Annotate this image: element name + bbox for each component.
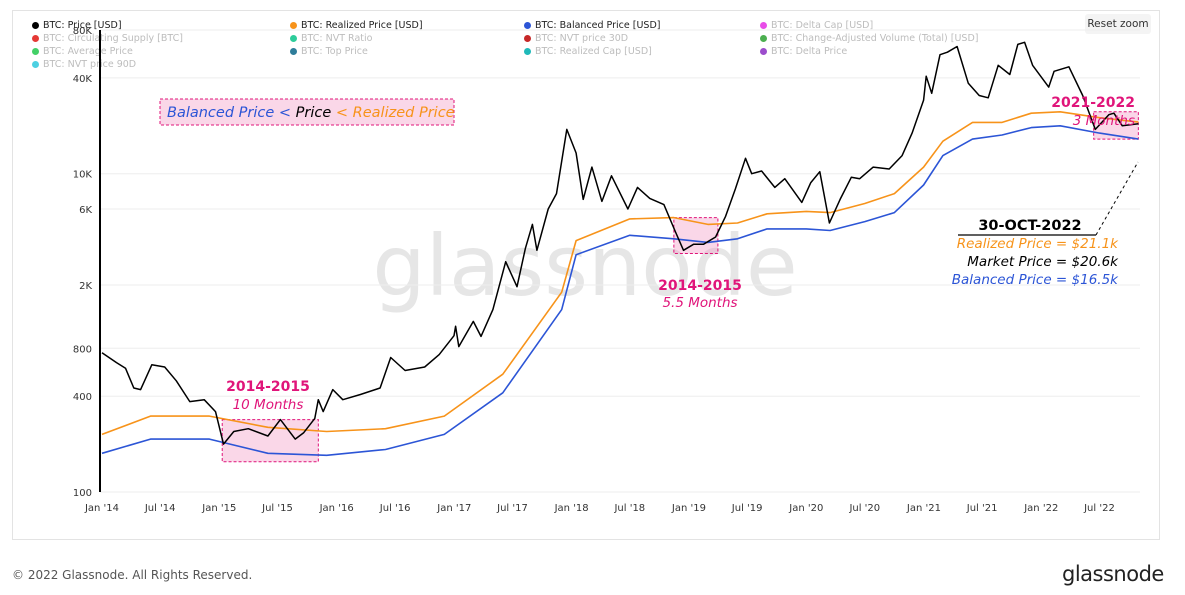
- highlight-box: [221, 419, 319, 463]
- legend-label: BTC: NVT Ratio: [301, 33, 373, 44]
- annotation-line: Balanced Price = $16.5k: [952, 272, 1119, 288]
- x-tick-label: Jul '19: [731, 503, 763, 514]
- x-tick-label: Jan '21: [906, 503, 941, 514]
- legend-item[interactable]: BTC: Realized Cap [USD]: [524, 46, 652, 57]
- x-tick-label: Jul '21: [966, 503, 998, 514]
- x-tick-label: Jul '22: [1083, 503, 1115, 514]
- y-tick-label: 2K: [79, 281, 92, 292]
- watermark: glassnode: [372, 217, 797, 315]
- legend-swatch: [32, 48, 39, 55]
- legend-label: BTC: NVT price 90D: [43, 59, 137, 70]
- legend-swatch: [32, 61, 39, 68]
- x-tick-label: Jul '16: [379, 503, 411, 514]
- x-tick-label: Jan '14: [84, 503, 119, 514]
- legend-label: BTC: NVT price 30D: [535, 33, 629, 44]
- y-tick-label: 800: [73, 344, 92, 355]
- box-caption: 10 Months: [233, 397, 304, 413]
- legend-item[interactable]: BTC: Average Price: [32, 46, 133, 57]
- legend-label: BTC: Realized Price [USD]: [301, 20, 423, 31]
- legend-label: BTC: Realized Cap [USD]: [535, 46, 652, 57]
- x-tick-label: Jan '19: [671, 503, 706, 514]
- legend-label: BTC: Price [USD]: [43, 20, 122, 31]
- series-line: [101, 41, 1139, 445]
- range-title-part: <: [331, 105, 352, 121]
- y-tick-label: 6K: [79, 205, 92, 216]
- legend-label: BTC: Circulating Supply [BTC]: [43, 33, 183, 44]
- legend-item[interactable]: BTC: Top Price: [290, 46, 368, 57]
- reset-zoom-button[interactable]: Reset zoom: [1085, 14, 1151, 34]
- x-tick-label: Jul '20: [848, 503, 880, 514]
- legend-label: BTC: Delta Price: [771, 46, 848, 57]
- legend-item[interactable]: BTC: NVT price 90D: [32, 59, 136, 70]
- annotation-line: Market Price = $20.6k: [967, 254, 1119, 270]
- range-title-part: Balanced Price: [167, 105, 274, 121]
- range-title-part: <: [274, 105, 295, 121]
- legend-swatch: [524, 48, 531, 55]
- x-tick-label: Jan '15: [201, 503, 236, 514]
- legend-item[interactable]: BTC: Balanced Price [USD]: [524, 20, 660, 31]
- y-tick-label: 400: [73, 392, 92, 403]
- annotation-line: Realized Price = $21.1k: [957, 236, 1119, 252]
- legend-swatch: [760, 48, 767, 55]
- leader-line: [1095, 161, 1139, 236]
- box-title: 2021-2022: [1051, 95, 1135, 111]
- footer-brand-logo[interactable]: glassnode: [1062, 562, 1164, 586]
- date-title: 30-OCT-2022: [978, 218, 1081, 234]
- highlight-box: [673, 217, 719, 255]
- legend-item[interactable]: BTC: Circulating Supply [BTC]: [32, 33, 183, 44]
- legend-item[interactable]: BTC: Delta Cap [USD]: [760, 20, 873, 31]
- legend-swatch: [524, 35, 531, 42]
- footer-copyright: © 2022 Glassnode. All Rights Reserved.: [12, 568, 253, 582]
- x-tick-label: Jan '22: [1023, 503, 1058, 514]
- box-caption: 3 Months: [1073, 113, 1135, 129]
- legend-item[interactable]: BTC: NVT price 30D: [524, 33, 628, 44]
- legend-label: BTC: Delta Cap [USD]: [771, 20, 874, 31]
- x-tick-label: Jul '15: [261, 503, 293, 514]
- x-tick-label: Jan '16: [319, 503, 354, 514]
- y-tick-label: 100: [73, 488, 92, 499]
- series-lines: [101, 41, 1139, 457]
- x-tick-label: Jul '14: [144, 503, 176, 514]
- legend-label: BTC: Change-Adjusted Volume (Total) [USD…: [771, 33, 979, 44]
- legend-item[interactable]: BTC: NVT Ratio: [290, 33, 372, 44]
- range-title-part: Price: [296, 105, 332, 121]
- legend-swatch: [524, 22, 531, 29]
- legend-label: BTC: Top Price: [301, 46, 368, 57]
- legend-swatch: [290, 35, 297, 42]
- y-axis-labels: 100 400 800 2K 6K 10K 40K 80K: [73, 26, 93, 499]
- legend-swatch: [32, 22, 39, 29]
- legend-swatch: [290, 48, 297, 55]
- x-tick-label: Jul '18: [613, 503, 645, 514]
- range-title-part: Realized Price: [353, 105, 455, 121]
- x-tick-label: Jul '17: [496, 503, 528, 514]
- range-title: Balanced Price < Price < Realized Price: [167, 105, 455, 121]
- range-box: [159, 98, 455, 126]
- legend-item[interactable]: BTC: Realized Price [USD]: [290, 20, 423, 31]
- legend-item[interactable]: BTC: Change-Adjusted Volume (Total) [USD…: [760, 33, 978, 44]
- box-title: 2014-2015: [226, 379, 310, 395]
- legend-label: BTC: Balanced Price [USD]: [535, 20, 661, 31]
- legend-item[interactable]: BTC: Delta Price: [760, 46, 847, 57]
- x-tick-label: Jan '20: [788, 503, 823, 514]
- series-line: [101, 125, 1139, 457]
- chart-frame: [12, 10, 1160, 540]
- series-line: [101, 111, 1139, 436]
- legend-swatch: [760, 35, 767, 42]
- annotations: Balanced Price < Price < Realized Price 3…: [159, 98, 1139, 288]
- x-axis-labels: Jan '14 Jul '14 Jan '15 Jul '15 Jan '16 Jul '…: [84, 503, 1115, 514]
- y-tick-label: 40K: [73, 74, 93, 85]
- x-tick-label: Jan '18: [554, 503, 589, 514]
- y-tick-label: 10K: [73, 170, 93, 181]
- legend-item[interactable]: BTC: Price [USD]: [32, 20, 122, 31]
- legend-swatch: [290, 22, 297, 29]
- legend-swatch: [760, 22, 767, 29]
- box-title: 2014-2015: [658, 278, 742, 294]
- box-caption: 5.5 Months: [662, 295, 737, 311]
- legend-swatch: [32, 35, 39, 42]
- legend-label: BTC: Average Price: [43, 46, 133, 57]
- y-tick-label: 80K: [73, 26, 93, 37]
- x-tick-label: Jan '17: [436, 503, 471, 514]
